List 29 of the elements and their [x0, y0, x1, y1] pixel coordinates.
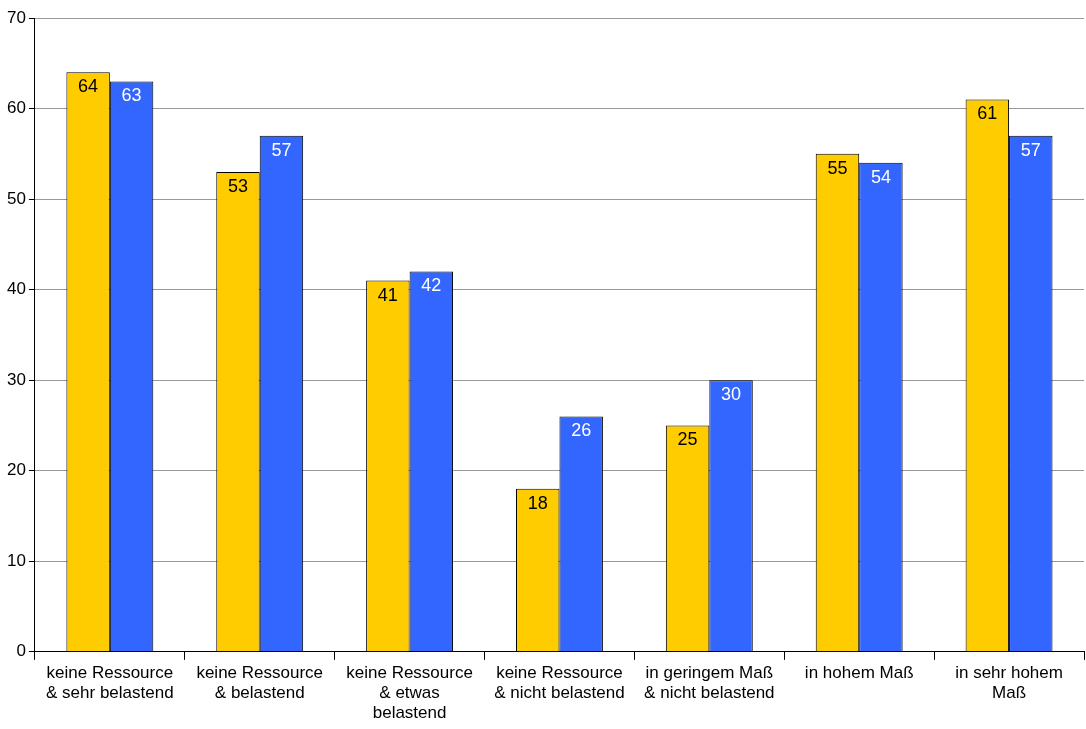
- data-label: 25: [677, 429, 698, 450]
- y-tick-label: 40: [6, 279, 26, 299]
- data-label: 18: [527, 492, 548, 513]
- y-tick-label: 50: [6, 188, 26, 208]
- data-label: 57: [1020, 139, 1041, 160]
- x-tick-label: keine Ressource & nicht belastend: [494, 662, 625, 703]
- x-tick-label: in sehr hohem Maß: [955, 662, 1063, 703]
- x-tick-label: keine Ressource & belastend: [196, 662, 324, 703]
- x-tick-label: keine Ressource & sehr belastend: [46, 662, 174, 703]
- data-label: 42: [421, 275, 442, 296]
- data-label: 57: [271, 139, 292, 160]
- y-tick-label: 10: [6, 550, 26, 570]
- data-label: 55: [827, 157, 848, 178]
- x-tick-label: in geringem Maß & nicht belastend: [644, 662, 775, 703]
- y-tick-label: 70: [6, 7, 26, 27]
- data-label: 63: [121, 85, 142, 106]
- data-label: 26: [571, 420, 592, 441]
- x-tick-label: in hohem Maß: [804, 662, 914, 682]
- y-tick-label: 0: [16, 641, 26, 661]
- x-tick-label: keine Ressource & etwas belastend: [346, 662, 473, 723]
- data-label: 64: [78, 76, 99, 97]
- data-label: 61: [977, 103, 998, 124]
- data-label: 30: [721, 384, 742, 405]
- y-tick-label: 60: [6, 98, 26, 118]
- data-label: 54: [870, 166, 891, 187]
- data-label: 53: [227, 175, 248, 196]
- y-tick-label: 20: [6, 460, 26, 480]
- data-label: 41: [377, 284, 398, 305]
- y-tick-label: 30: [6, 369, 26, 389]
